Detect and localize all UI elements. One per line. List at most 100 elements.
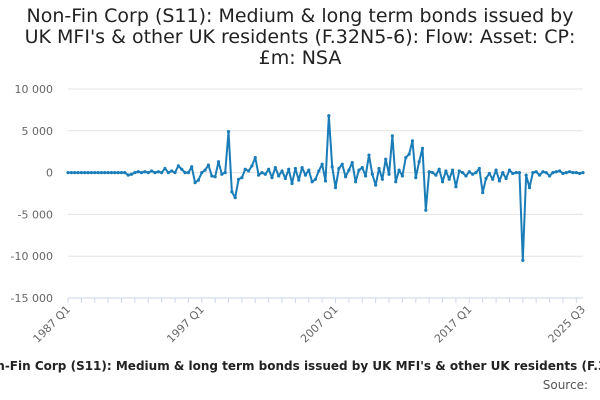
data-point — [477, 166, 481, 171]
data-point — [481, 191, 485, 195]
data-point — [343, 175, 348, 179]
chart-title-line: Non-Fin Corp (S11): Medium & long term b… — [26, 5, 574, 27]
data-point — [109, 171, 114, 175]
data-point — [444, 169, 448, 173]
data-point — [66, 171, 70, 175]
data-point — [557, 169, 562, 173]
y-tick-label: -15 000 — [11, 292, 53, 305]
data-point — [290, 181, 294, 186]
data-point — [126, 173, 130, 177]
data-point — [129, 172, 134, 176]
data-point — [357, 168, 361, 172]
data-point — [384, 157, 388, 161]
data-point — [340, 162, 344, 166]
data-point — [471, 172, 475, 176]
data-point — [450, 168, 455, 172]
data-point — [437, 167, 441, 171]
data-point — [497, 179, 501, 183]
data-point — [93, 171, 97, 175]
data-point — [183, 171, 187, 175]
y-tick-label: 5 000 — [22, 125, 54, 138]
data-point — [377, 166, 381, 171]
data-point — [216, 160, 221, 164]
data-point — [160, 171, 164, 175]
data-point — [420, 146, 425, 150]
data-point — [491, 177, 495, 181]
data-point — [354, 180, 358, 184]
data-point — [173, 171, 177, 175]
data-point — [113, 171, 117, 175]
data-point — [561, 171, 565, 176]
data-point — [230, 190, 234, 194]
data-point — [103, 171, 107, 175]
data-point — [457, 169, 461, 173]
data-point — [564, 171, 568, 175]
data-point — [430, 171, 435, 175]
data-point — [524, 173, 528, 177]
data-point — [73, 171, 77, 175]
data-point — [143, 170, 147, 174]
data-point — [267, 167, 271, 171]
data-point — [461, 171, 465, 175]
data-point — [440, 180, 445, 184]
data-point — [203, 168, 207, 172]
source-label: Source: — [542, 378, 588, 392]
data-point — [417, 160, 421, 164]
data-point — [307, 168, 311, 172]
data-point — [544, 171, 548, 175]
data-point — [190, 165, 194, 169]
data-point — [514, 171, 518, 175]
chart-title-line: £m: NSA — [258, 47, 342, 69]
data-point — [390, 134, 394, 138]
data-point — [180, 167, 184, 171]
data-point — [397, 168, 401, 172]
data-point — [123, 171, 127, 175]
data-point — [521, 258, 525, 262]
data-point — [360, 165, 364, 170]
data-point — [186, 171, 190, 175]
data-point — [551, 171, 555, 175]
data-point — [283, 176, 287, 181]
data-point — [200, 171, 204, 175]
data-point — [568, 170, 572, 174]
data-point — [233, 196, 237, 200]
data-point — [394, 180, 398, 184]
data-point — [337, 166, 341, 171]
data-point — [330, 165, 334, 169]
data-point — [537, 173, 542, 177]
data-point — [79, 171, 83, 175]
data-point — [83, 171, 87, 175]
data-point — [246, 169, 251, 173]
series-line — [68, 114, 584, 262]
data-point — [106, 171, 110, 175]
data-point — [250, 164, 254, 168]
data-point — [350, 160, 354, 165]
data-point — [166, 171, 170, 175]
data-point — [484, 176, 488, 181]
data-point — [86, 171, 90, 175]
data-point — [407, 152, 411, 156]
data-point — [193, 181, 197, 185]
data-point — [116, 171, 120, 175]
data-point — [410, 139, 415, 143]
data-point — [581, 171, 585, 175]
data-point — [364, 174, 368, 178]
data-point — [163, 166, 167, 171]
data-point — [347, 168, 351, 172]
y-tick-label: -5 000 — [18, 208, 53, 221]
y-tick-label: 0 — [46, 167, 53, 180]
data-point — [69, 171, 73, 175]
data-point — [210, 174, 214, 178]
x-tick-label: 1987 Q1 — [31, 303, 74, 346]
data-point — [367, 153, 371, 157]
data-point — [547, 174, 552, 178]
data-point — [277, 174, 281, 178]
data-point — [387, 172, 391, 176]
data-point — [236, 177, 241, 181]
y-tick-label: 10 000 — [15, 83, 54, 96]
data-point — [374, 183, 378, 187]
data-point — [263, 172, 267, 176]
data-point — [150, 169, 154, 173]
data-point — [89, 171, 94, 175]
